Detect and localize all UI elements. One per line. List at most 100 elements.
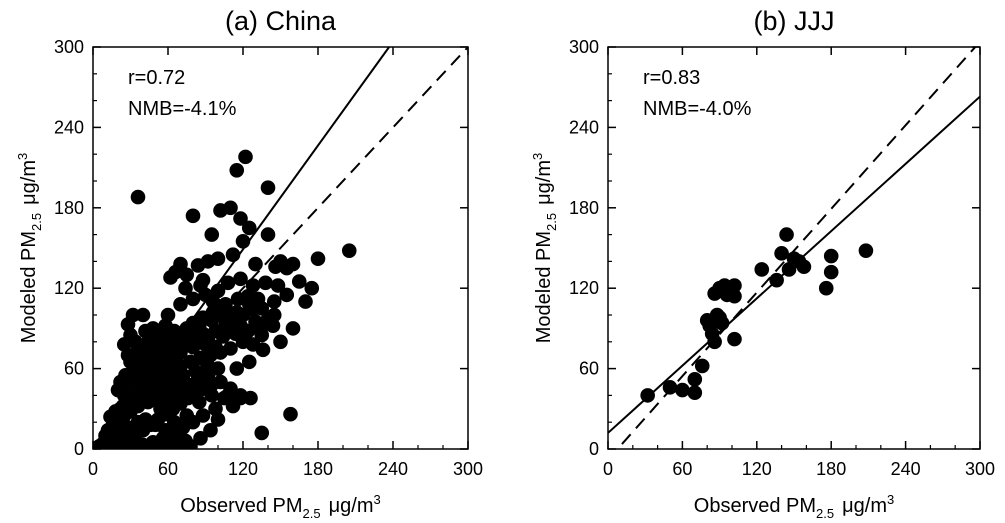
data-point bbox=[283, 406, 298, 422]
data-point bbox=[123, 354, 138, 370]
plot-frame bbox=[92, 46, 469, 450]
data-point bbox=[254, 327, 270, 343]
data-point bbox=[248, 256, 263, 272]
data-point bbox=[266, 294, 282, 309]
data-point bbox=[285, 321, 301, 336]
y-tick-label: 180 bbox=[569, 198, 599, 218]
data-point bbox=[774, 246, 789, 261]
nmb-label: NMB=-4.0% bbox=[643, 98, 752, 120]
data-point bbox=[155, 339, 171, 355]
plot-frame bbox=[607, 46, 981, 450]
x-tick-label: 60 bbox=[672, 459, 692, 479]
y-tick-label: 60 bbox=[579, 359, 599, 379]
y-tick-label: 240 bbox=[54, 117, 84, 137]
data-point bbox=[210, 412, 226, 427]
data-point bbox=[675, 382, 690, 398]
data-point bbox=[310, 251, 326, 267]
data-point bbox=[179, 408, 195, 423]
x-axis-label-main: Observed PM bbox=[694, 495, 816, 517]
x-axis-label: Observed PM2.5 μg/m3 bbox=[694, 492, 894, 521]
data-point bbox=[260, 227, 276, 242]
y-tick-label: 60 bbox=[64, 359, 84, 379]
y-tick-label: 300 bbox=[54, 37, 84, 57]
data-point bbox=[190, 366, 206, 382]
x-axis-label-sub: 2.5 bbox=[303, 506, 321, 521]
x-tick-label: 300 bbox=[453, 459, 483, 479]
data-point bbox=[727, 331, 742, 347]
x-axis-label-main: Observed PM bbox=[180, 495, 302, 517]
x-tick-label: 60 bbox=[158, 459, 178, 479]
data-point bbox=[223, 341, 238, 356]
data-point bbox=[229, 162, 245, 178]
data-point bbox=[130, 189, 146, 205]
data-point bbox=[138, 323, 153, 339]
data-point bbox=[220, 275, 236, 291]
data-point bbox=[687, 372, 703, 387]
data-point bbox=[173, 296, 188, 312]
y-tick-label: 240 bbox=[569, 117, 599, 137]
x-axis-label-sup: 3 bbox=[887, 492, 894, 507]
data-point bbox=[298, 294, 313, 309]
x-axis-label-sub: 2.5 bbox=[816, 506, 834, 521]
data-point bbox=[241, 220, 257, 236]
data-point bbox=[103, 441, 118, 449]
x-axis-label-sup: 3 bbox=[373, 492, 380, 507]
y-axis-label-main: Modeled PM bbox=[18, 231, 40, 343]
x-tick-label: 0 bbox=[603, 459, 613, 479]
panel-china: (a) China r=0.72 NMB=-4.1% Observed PM2.… bbox=[15, 6, 483, 521]
data-point bbox=[198, 353, 213, 368]
y-axis-label-sup: 3 bbox=[530, 153, 545, 160]
data-point bbox=[113, 422, 128, 438]
x-tick-label: 180 bbox=[303, 459, 333, 479]
data-point bbox=[279, 287, 295, 303]
x-tick-label: 180 bbox=[816, 459, 846, 479]
data-point bbox=[823, 248, 839, 264]
regression-line bbox=[608, 95, 980, 434]
regression-line bbox=[97, 47, 391, 449]
data-point bbox=[238, 149, 253, 165]
data-point bbox=[203, 422, 218, 438]
scatter-points bbox=[93, 47, 468, 449]
data-point bbox=[279, 260, 295, 276]
correlation-label: r=0.83 bbox=[643, 67, 700, 89]
data-point bbox=[208, 339, 223, 355]
y-axis-label-sup: 3 bbox=[15, 153, 30, 160]
data-point bbox=[754, 262, 770, 277]
data-point bbox=[245, 302, 261, 317]
data-point bbox=[205, 294, 221, 309]
nmb-label: NMB=-4.1% bbox=[128, 98, 237, 120]
data-point bbox=[118, 377, 133, 392]
data-point bbox=[191, 394, 207, 410]
y-axis-label-sub: 2.5 bbox=[29, 213, 44, 231]
data-point bbox=[158, 318, 173, 334]
data-point bbox=[153, 401, 168, 417]
data-point bbox=[233, 271, 248, 287]
data-point bbox=[193, 430, 208, 446]
x-tick-label: 240 bbox=[378, 459, 408, 479]
data-point bbox=[178, 280, 193, 296]
data-point bbox=[179, 267, 195, 283]
data-point bbox=[193, 278, 208, 293]
x-axis-label-unit: μg/m bbox=[329, 495, 374, 517]
x-tick-label: 300 bbox=[965, 459, 995, 479]
data-point bbox=[188, 334, 203, 350]
data-point bbox=[304, 280, 320, 296]
data-point bbox=[190, 258, 206, 273]
x-axis-label-unit: μg/m bbox=[842, 495, 887, 517]
y-axis-label-main: Modeled PM bbox=[533, 231, 555, 343]
data-point bbox=[220, 388, 236, 403]
y-tick-label: 120 bbox=[569, 278, 599, 298]
data-point bbox=[185, 291, 201, 307]
data-point bbox=[163, 270, 178, 285]
data-point bbox=[273, 334, 288, 350]
data-point bbox=[243, 390, 258, 406]
data-point bbox=[185, 208, 201, 224]
data-point bbox=[270, 278, 286, 293]
y-tick-label: 300 bbox=[569, 37, 599, 57]
y-tick-label: 120 bbox=[54, 278, 84, 298]
data-point bbox=[268, 259, 283, 275]
data-point bbox=[204, 227, 220, 242]
data-point bbox=[228, 326, 243, 342]
data-point bbox=[229, 361, 245, 376]
